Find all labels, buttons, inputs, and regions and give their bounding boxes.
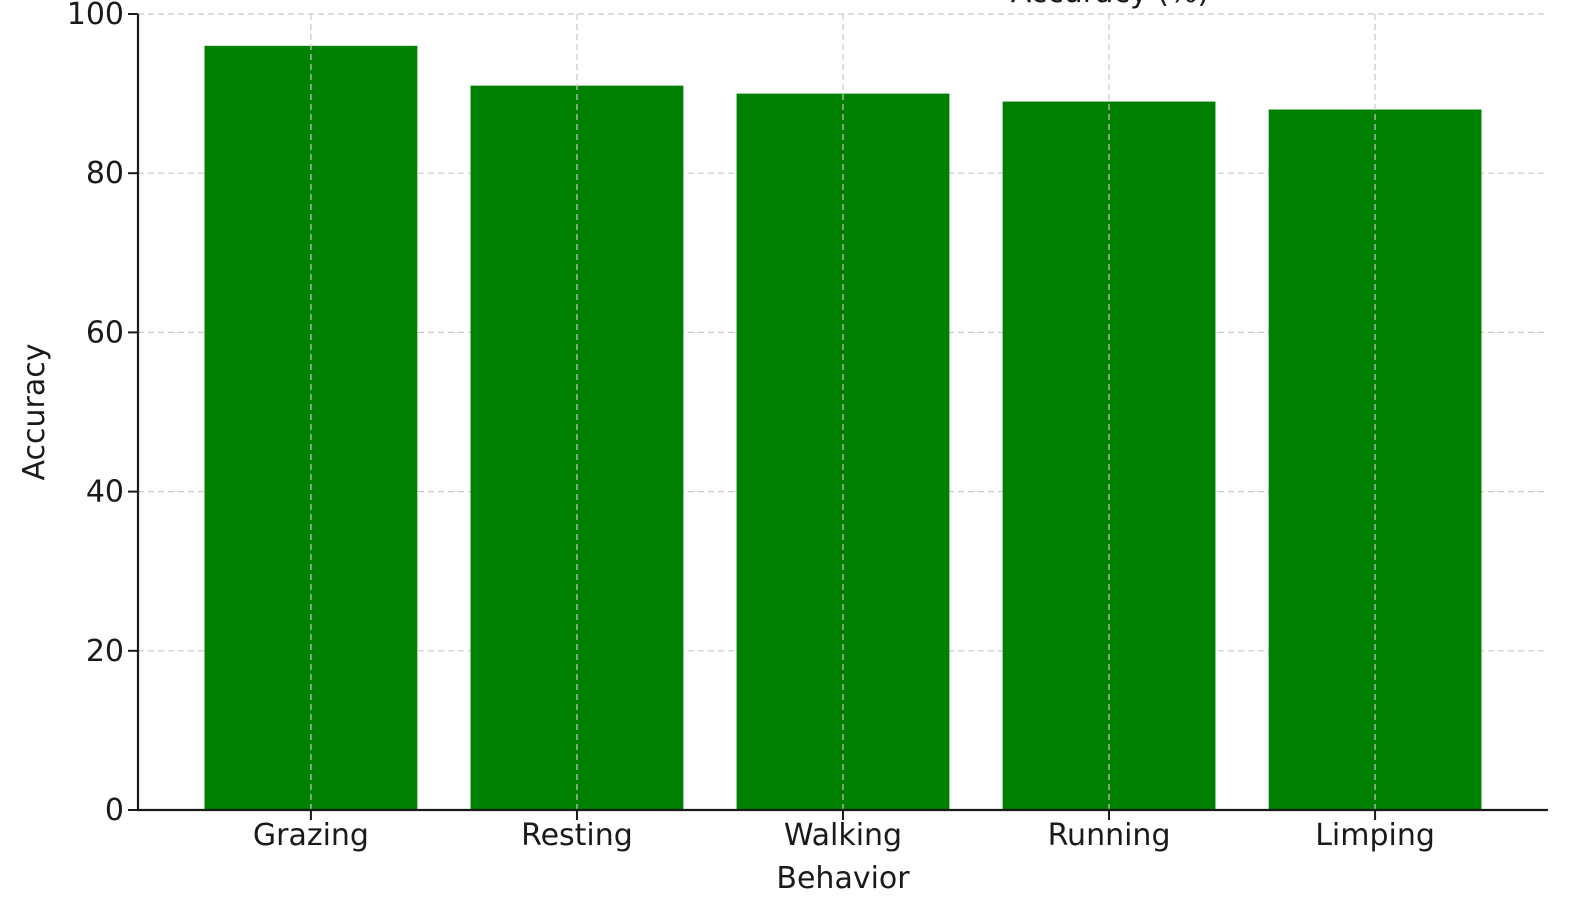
x-axis-label: Behavior [776,861,910,896]
y-tick-label: 20 [86,634,124,669]
y-tick-label: 40 [86,475,124,510]
bars [204,45,1482,811]
x-tick-label: Running [1048,818,1171,853]
y-tick-label: 0 [105,793,124,828]
y-tick-label: 100 [67,0,124,32]
y-tick-label: 60 [86,315,124,350]
x-tick-label: Walking [784,818,902,853]
y-axis-label: Accuracy [17,344,52,481]
x-tick-label: Grazing [253,818,369,853]
x-ticks: Grazing Resting Walking Running Limping [253,810,1435,853]
chart-title: Accuracy (%) [1011,0,1209,10]
y-tick-label: 80 [86,156,124,191]
bar-walking [736,93,950,811]
y-ticks: 0 20 40 60 80 100 [67,0,138,828]
vertical-grid [310,14,1376,810]
x-tick-label: Limping [1315,818,1435,853]
x-tick-label: Resting [521,818,633,853]
